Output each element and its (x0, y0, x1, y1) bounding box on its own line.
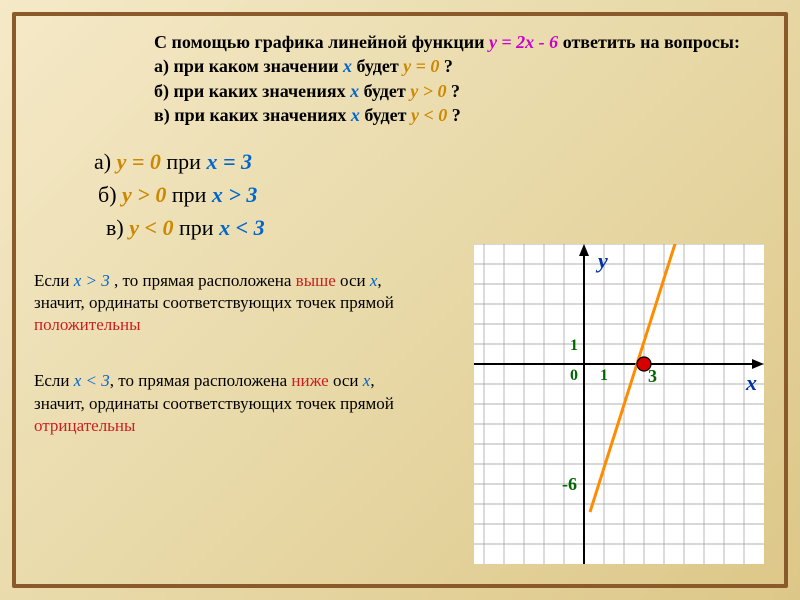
ans-c-lbl: в) (106, 215, 129, 240)
e1-hl2: положительны (34, 315, 141, 334)
svg-text:3: 3 (648, 366, 657, 386)
q-b-pre: б) при каких значениях (154, 81, 350, 101)
q-b-cond: у > 0 (410, 81, 446, 101)
q-function: у = 2х - 6 (489, 32, 558, 52)
e1-p3: оси (336, 271, 370, 290)
e2-xc: х < 3 (74, 371, 110, 390)
ans-a-y: у = 0 (117, 149, 161, 174)
e1-xc: х > 3 (74, 271, 114, 290)
e1-p1: Если (34, 271, 74, 290)
question-block: С помощью графика линейной функции у = 2… (154, 30, 766, 127)
q-b-post: ? (446, 81, 460, 101)
chart-panel: у х 0 1 1 3 -6 (474, 244, 764, 564)
e2-p2: , то прямая расположена (110, 371, 292, 390)
e1-p2: , то прямая расположена (114, 271, 296, 290)
svg-text:1: 1 (600, 367, 608, 384)
q-a-pre: а) при каком значении (154, 56, 343, 76)
ans-a-pri: при (161, 149, 207, 174)
q-a-cond: у = 0 (403, 56, 439, 76)
q-intro-pre: С помощью графика линейной функции (154, 32, 489, 52)
svg-text:х: х (745, 370, 757, 395)
ans-a-x: х = 3 (206, 149, 252, 174)
q-c-post: ? (447, 105, 461, 125)
q-b-mid: будет (359, 81, 410, 101)
q-b-var: х (350, 81, 359, 101)
q-c-var: х (351, 105, 360, 125)
q-c-pre: в) при каких значениях (154, 105, 351, 125)
e2-hl1: ниже (291, 371, 328, 390)
ans-c-y: у < 0 (129, 215, 173, 240)
chart-svg: у х 0 1 1 3 -6 (474, 244, 764, 564)
slide-frame: С помощью графика линейной функции у = 2… (12, 12, 788, 588)
answer-b: б) у > 0 при х > 3 (98, 178, 766, 211)
q-a-mid: будет (352, 56, 403, 76)
e1-hl1: выше (296, 271, 336, 290)
e2-p1: Если (34, 371, 74, 390)
ans-c-x: х < 3 (219, 215, 265, 240)
svg-text:1: 1 (570, 337, 578, 354)
q-a-post: ? (439, 56, 453, 76)
answer-c: в) у < 0 при х < 3 (106, 211, 766, 244)
svg-text:-6: -6 (562, 474, 577, 494)
explain-2: Если х < 3, то прямая расположена ниже о… (34, 370, 424, 436)
ans-b-lbl: б) (98, 182, 122, 207)
ans-b-x: х > 3 (212, 182, 258, 207)
q-c-mid: будет (360, 105, 411, 125)
svg-text:0: 0 (570, 367, 578, 384)
answer-a: а) у = 0 при х = 3 (94, 145, 766, 178)
svg-text:у: у (595, 248, 608, 273)
e2-hl2: отрицательны (34, 416, 135, 435)
ans-c-pri: при (174, 215, 220, 240)
q-c-cond: у < 0 (411, 105, 447, 125)
ans-a-lbl: а) (94, 149, 117, 174)
q-intro-post: ответить на вопросы: (558, 32, 740, 52)
answers-block: а) у = 0 при х = 3 б) у > 0 при х > 3 в)… (94, 145, 766, 244)
ans-b-y: у > 0 (122, 182, 166, 207)
q-a-var: х (343, 56, 352, 76)
explain-1: Если х > 3 , то прямая расположена выше … (34, 270, 424, 336)
ans-b-pri: при (166, 182, 212, 207)
e2-p3: оси (329, 371, 363, 390)
